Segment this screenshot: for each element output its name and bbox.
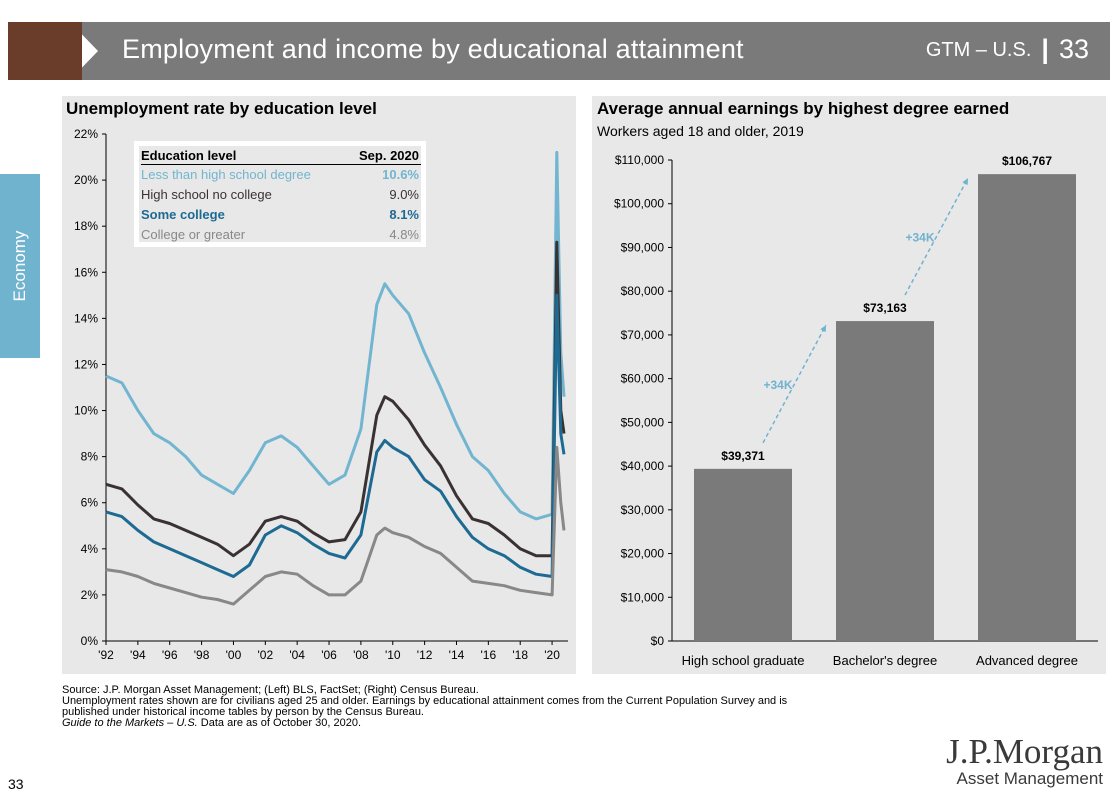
growth-arrow-head (962, 178, 968, 186)
x-tick-label: '06 (321, 648, 337, 662)
legend-header: Education level Sep. 2020 (141, 148, 421, 165)
x-tick-label: '14 (449, 648, 465, 662)
x-tick-label: '18 (512, 648, 528, 662)
bar (694, 468, 792, 641)
header-bar (70, 22, 1110, 80)
footnote-date: Guide to the Markets – U.S. Data are as … (62, 718, 962, 729)
legend-row: High school no college 9.0% (141, 187, 421, 205)
bar-value-label: $106,767 (1002, 154, 1052, 168)
y-tick-label: $0 (651, 634, 665, 648)
legend-label: Less than high school degree (141, 167, 311, 182)
x-tick-label: '98 (194, 648, 210, 662)
series-line (105, 240, 566, 558)
series-line (105, 293, 566, 578)
series-line (105, 150, 566, 521)
footnote-source: Source: J.P. Morgan Asset Management; (L… (62, 684, 479, 696)
growth-arrow-head (820, 325, 826, 333)
logo-line2: Asset Management (956, 769, 1103, 788)
footnote-date-text: Data are as of October 30, 2020. (197, 717, 361, 729)
legend-row: College or greater 4.8% (141, 227, 421, 245)
y-tick-label: $50,000 (621, 415, 665, 429)
y-tick-label: 18% (74, 219, 98, 233)
legend-table: Education level Sep. 2020 Less than high… (134, 141, 426, 247)
bar (836, 321, 934, 641)
series-line (105, 445, 566, 606)
legend-header-level: Education level (141, 148, 237, 163)
legend-value: 10.6% (382, 167, 419, 182)
y-tick-label: 4% (81, 542, 99, 556)
legend-header-date: Sep. 2020 (359, 148, 419, 163)
x-tick-label: '16 (481, 648, 497, 662)
legend-value: 8.1% (389, 207, 419, 222)
y-tick-label: $10,000 (621, 590, 665, 604)
y-tick-label: 2% (81, 588, 99, 602)
y-tick-label: 0% (81, 634, 99, 648)
bar-value-label: $73,163 (863, 301, 907, 315)
growth-arrow (904, 177, 969, 296)
legend-label: High school no college (141, 187, 272, 202)
bar (978, 174, 1076, 641)
x-category-label: Advanced degree (976, 653, 1078, 668)
bar-value-label: $39,371 (721, 449, 765, 463)
y-tick-label: $60,000 (621, 372, 665, 386)
footnote-guide-title: Guide to the Markets – U.S. (62, 717, 198, 729)
y-tick-label: $80,000 (621, 284, 665, 298)
jpmorgan-logo: J.P.Morgan Asset Management (946, 733, 1103, 789)
legend-row: Less than high school degree 10.6% (141, 167, 421, 185)
y-tick-label: $70,000 (621, 328, 665, 342)
y-tick-label: 22% (74, 127, 98, 141)
y-tick-label: 16% (74, 265, 98, 279)
footnotes: Source: J.P. Morgan Asset Management; (L… (62, 685, 962, 729)
x-tick-label: '10 (385, 648, 401, 662)
y-tick-label: $100,000 (614, 197, 664, 211)
legend-row: Some college 8.1% (141, 207, 421, 225)
footnote-line: published under historical income tables… (62, 706, 424, 718)
legend-value: 9.0% (389, 187, 419, 202)
legend-value: 4.8% (389, 227, 419, 242)
page-title: Employment and income by educational att… (122, 34, 744, 64)
y-tick-label: $90,000 (621, 240, 665, 254)
y-tick-label: 14% (74, 311, 98, 325)
x-tick-label: '96 (162, 648, 178, 662)
right-chart-subtitle: Workers aged 18 and older, 2019 (597, 123, 804, 139)
growth-arrow (762, 324, 827, 444)
logo-line1: J.P.Morgan (946, 732, 1103, 771)
x-tick-label: '08 (353, 648, 369, 662)
y-tick-label: 12% (74, 357, 98, 371)
y-tick-label: 20% (74, 173, 98, 187)
header-page-number: 33 (1058, 34, 1089, 64)
x-tick-label: '20 (544, 648, 560, 662)
y-tick-label: $20,000 (621, 547, 665, 561)
y-tick-label: $110,000 (615, 153, 664, 167)
gtm-label: GTM – U.S. (925, 39, 1032, 61)
page-number: 33 (8, 776, 24, 792)
x-tick-label: '94 (130, 648, 146, 662)
legend-label: College or greater (141, 227, 246, 242)
y-tick-label: $40,000 (621, 459, 665, 473)
x-tick-label: '02 (257, 648, 273, 662)
x-tick-label: '00 (226, 648, 242, 662)
section-tab[interactable] (0, 174, 40, 358)
right-chart-title: Average annual earnings by highest degre… (597, 99, 1010, 118)
x-category-label: High school graduate (682, 653, 805, 668)
y-tick-label: 8% (81, 450, 99, 464)
y-tick-label: $30,000 (621, 503, 665, 517)
y-tick-label: 10% (74, 404, 98, 418)
left-chart-title: Unemployment rate by education level (66, 99, 377, 118)
x-tick-label: '92 (98, 648, 114, 662)
x-category-label: Bachelor's degree (833, 653, 937, 668)
growth-label: +34K (905, 231, 934, 245)
legend-label: Some college (141, 207, 225, 222)
x-tick-label: '04 (289, 648, 305, 662)
header-separator: | (1041, 34, 1049, 64)
header-accent (8, 22, 82, 80)
y-tick-label: 6% (81, 496, 99, 510)
footnote-line: Unemployment rates shown are for civilia… (62, 695, 788, 707)
growth-label: +34K (763, 378, 792, 392)
header-right: GTM – U.S. | 33 (926, 34, 1089, 65)
x-tick-label: '12 (417, 648, 433, 662)
